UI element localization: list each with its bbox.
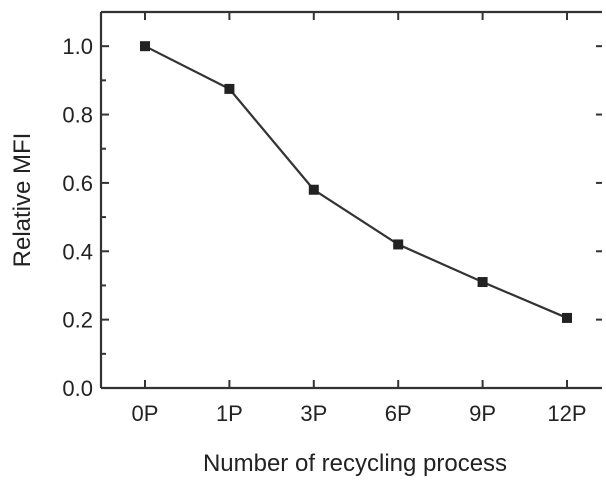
- plot-frame: [99, 10, 602, 390]
- data-point-marker: [308, 184, 319, 195]
- data-point-marker: [393, 239, 404, 250]
- y-tick-label: 0.8: [62, 103, 93, 128]
- y-tick-label: 0.0: [62, 376, 93, 401]
- x-tick-label: 6P: [385, 401, 412, 426]
- data-point-marker: [140, 41, 150, 52]
- series-line: [144, 45, 568, 319]
- y-axis-ticks: 0.0 0.2 0.4 0.6 0.8 1.0: [62, 34, 602, 401]
- y-tick-label: 0.2: [62, 308, 93, 333]
- x-tick-label: 3P: [300, 401, 327, 426]
- y-tick-label: 0.4: [62, 239, 93, 264]
- y-tick-label: 0.6: [62, 171, 93, 196]
- x-tick-label: 12P: [547, 401, 586, 426]
- x-tick-label: 9P: [469, 401, 496, 426]
- series-group: [140, 41, 572, 323]
- x-tick-label: 1P: [216, 401, 243, 426]
- data-point-marker: [224, 83, 235, 94]
- data-point-marker: [477, 277, 488, 288]
- x-axis-label: Number of recycling process: [203, 450, 507, 477]
- y-tick-label: 1.0: [62, 34, 93, 59]
- y-axis-label: Relative MFI: [9, 133, 36, 268]
- x-axis-ticks: 0P 1P 3P 6P 9P 12P: [132, 12, 587, 426]
- x-tick-label: 0P: [132, 401, 159, 426]
- data-point-marker: [562, 312, 572, 323]
